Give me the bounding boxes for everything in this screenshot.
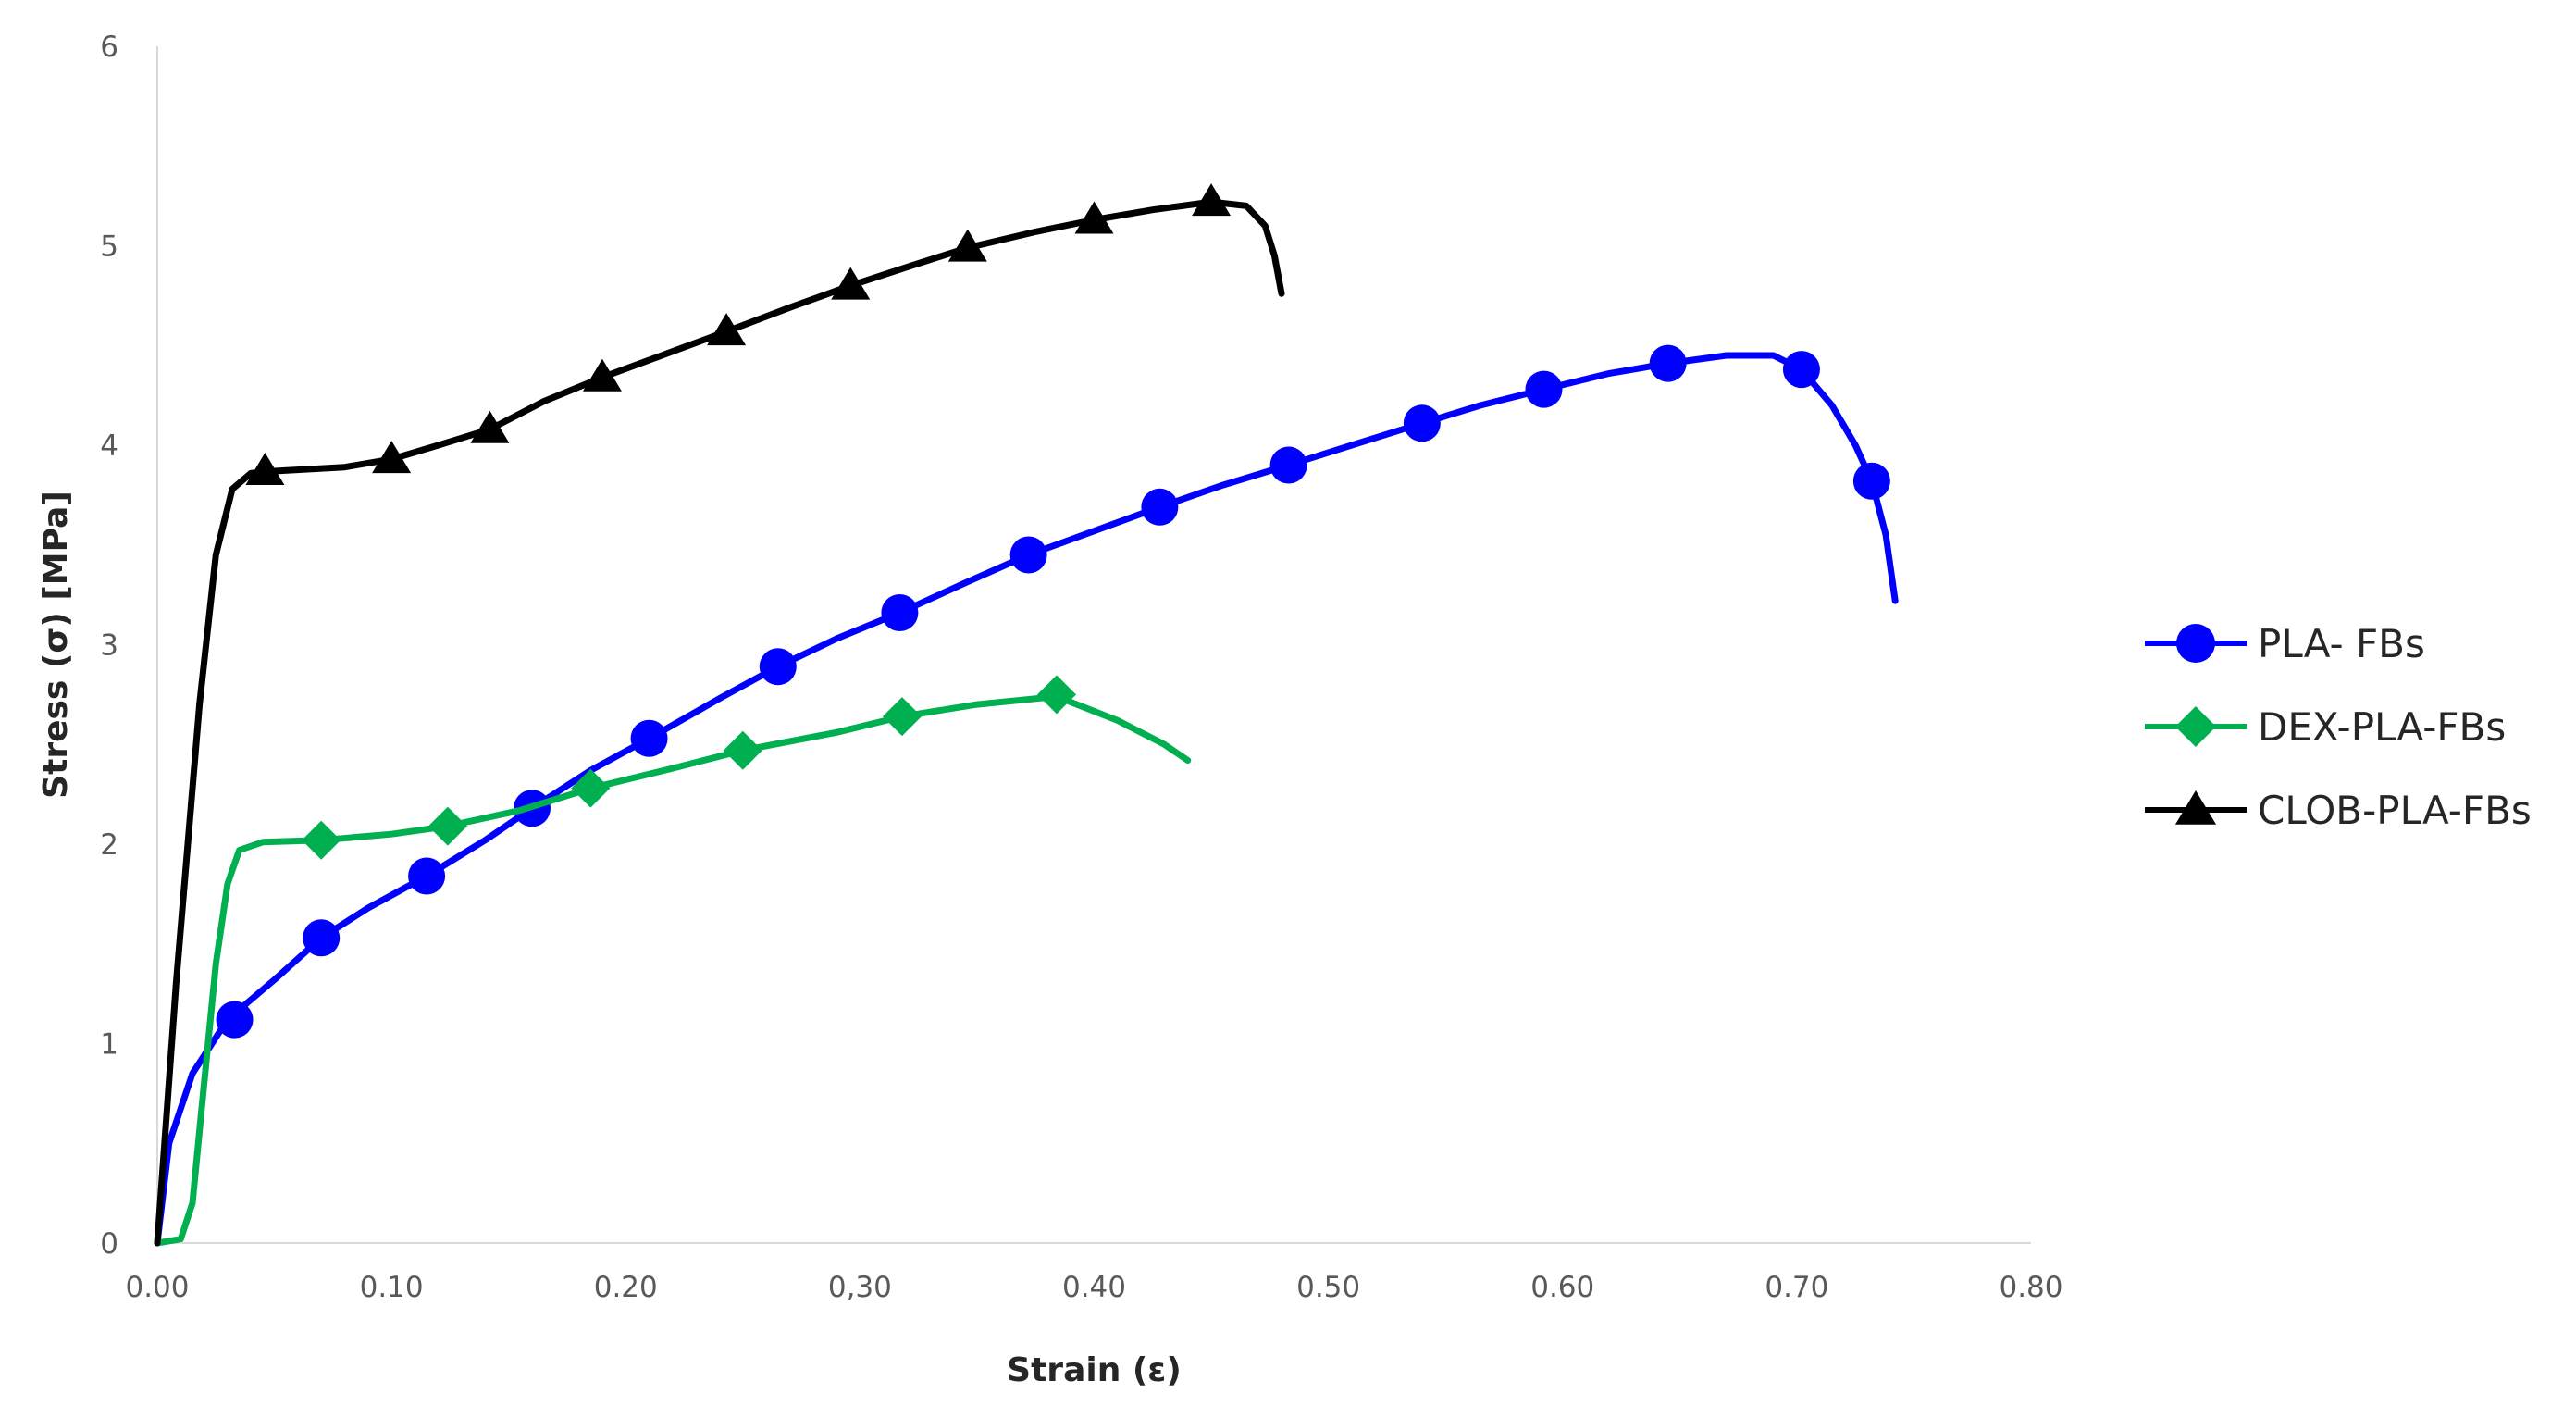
series-line	[154, 693, 1192, 1247]
data-point	[571, 768, 611, 808]
legend-marker	[2176, 624, 2215, 663]
data-point	[245, 453, 285, 486]
series-1	[154, 675, 1192, 1247]
legend-item: CLOB-PLA-FBs	[2145, 788, 2532, 833]
data-point	[303, 919, 341, 957]
data-point	[882, 697, 922, 737]
data-point	[470, 410, 510, 443]
data-point	[947, 229, 987, 262]
series-layer	[154, 183, 1899, 1247]
data-point	[831, 267, 871, 300]
y-tick-label: 1	[100, 1028, 118, 1062]
data-point	[216, 1001, 254, 1039]
data-point	[1852, 462, 1890, 500]
x-tick-label: 0.40	[1062, 1271, 1126, 1304]
legend-label: CLOB-PLA-FBs	[2258, 788, 2532, 833]
data-point	[1649, 344, 1687, 382]
y-tick-label: 5	[100, 230, 118, 264]
data-point	[1074, 201, 1114, 234]
y-tick-label: 6	[100, 31, 118, 64]
data-point	[723, 730, 762, 770]
series-2	[154, 183, 1285, 1247]
legend-label: DEX-PLA-FBs	[2258, 704, 2506, 750]
x-tick-label: 0.00	[125, 1271, 189, 1304]
x-tick-label: 0.10	[360, 1271, 424, 1304]
legend-marker	[2174, 790, 2217, 825]
legend-marker	[2174, 705, 2217, 748]
y-tick-label: 0	[100, 1227, 118, 1261]
data-point	[1525, 370, 1563, 408]
series-0	[154, 344, 1899, 1247]
data-point	[427, 806, 467, 846]
x-axis-title: Strain (ε)	[1007, 1351, 1182, 1389]
series-line	[154, 198, 1285, 1247]
data-point	[1403, 404, 1441, 442]
data-point	[759, 648, 797, 686]
x-tick-label: 0.70	[1765, 1271, 1828, 1304]
y-axis-title: Stress (σ) [MPa]	[37, 491, 75, 799]
data-point	[582, 358, 622, 392]
x-tick-label: 0.80	[1999, 1271, 2062, 1304]
series-line	[154, 352, 1899, 1247]
data-point	[1269, 446, 1307, 484]
data-point	[372, 441, 412, 474]
data-point	[1141, 488, 1179, 526]
data-point	[881, 594, 919, 632]
legend-label: PLA- FBs	[2258, 621, 2425, 666]
x-tick-label: 0.20	[594, 1271, 658, 1304]
data-point	[1009, 536, 1047, 574]
data-point	[1782, 351, 1820, 389]
y-tick-label: 4	[100, 429, 118, 463]
data-point	[302, 820, 341, 860]
x-tick-label: 0.50	[1296, 1271, 1360, 1304]
y-tick-label: 3	[100, 629, 118, 663]
legend: PLA- FBs DEX-PLA-FBs CLOB-PLA-FBs	[2145, 621, 2532, 833]
x-tick-label: 0,30	[828, 1271, 892, 1304]
legend-item: PLA- FBs	[2145, 621, 2425, 666]
data-point	[1037, 675, 1076, 715]
data-point	[630, 719, 668, 757]
legend-item: DEX-PLA-FBs	[2145, 704, 2506, 750]
tick-labels: 0.00 0.10 0.20 0,30 0.40 0.50 0.60 0.70 0.80 0 1 2 3…	[100, 31, 2062, 1304]
y-tick-label: 2	[100, 828, 118, 862]
data-point	[408, 857, 446, 895]
axes	[156, 46, 2031, 1244]
data-point	[707, 313, 747, 346]
x-tick-label: 0.60	[1530, 1271, 1594, 1304]
data-point	[1192, 183, 1232, 217]
